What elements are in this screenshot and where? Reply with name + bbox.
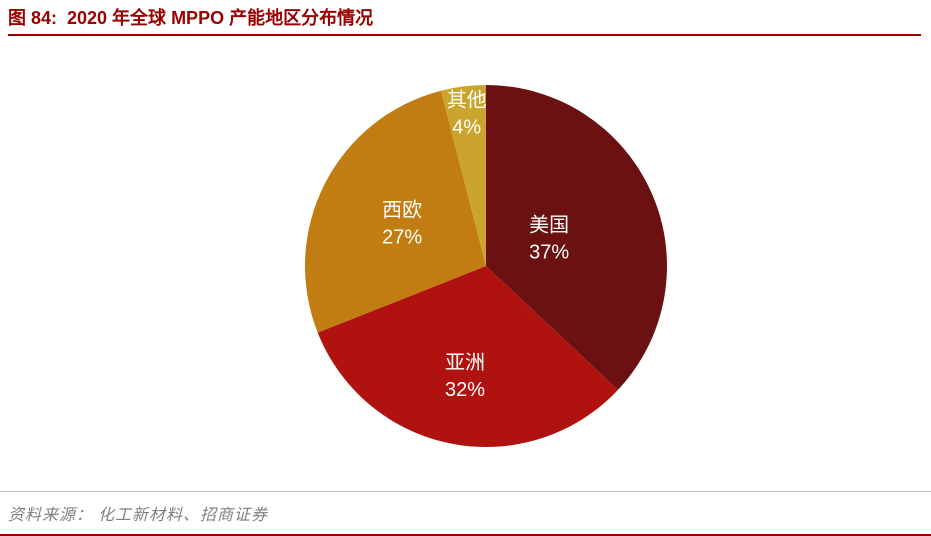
pie-slice-亚洲 (317, 266, 618, 447)
pie-label-亚洲: 亚洲 32% (445, 352, 485, 401)
title-underline (8, 34, 921, 36)
pie-slice-其他 (440, 85, 486, 266)
bottom-border (0, 534, 931, 536)
figure-footer: 资料来源： 化工新材料、招商证券 (0, 491, 931, 536)
footer-divider (0, 491, 931, 492)
pie-slice-美国 (486, 85, 667, 390)
pie-slice-西欧 (305, 90, 486, 333)
pie-label-美国: 美国 37% (529, 214, 569, 264)
figure-header: 图 84: 2020 年全球 MPPO 产能地区分布情况 (0, 0, 931, 36)
figure-title: 图 84: 2020 年全球 MPPO 产能地区分布情况 (8, 8, 374, 28)
pie-label-其他: 其他 4% (447, 88, 487, 138)
pie-label-西欧: 西欧 27% (382, 198, 422, 248)
source-note: 资料来源： 化工新材料、招商证券 (8, 507, 269, 524)
